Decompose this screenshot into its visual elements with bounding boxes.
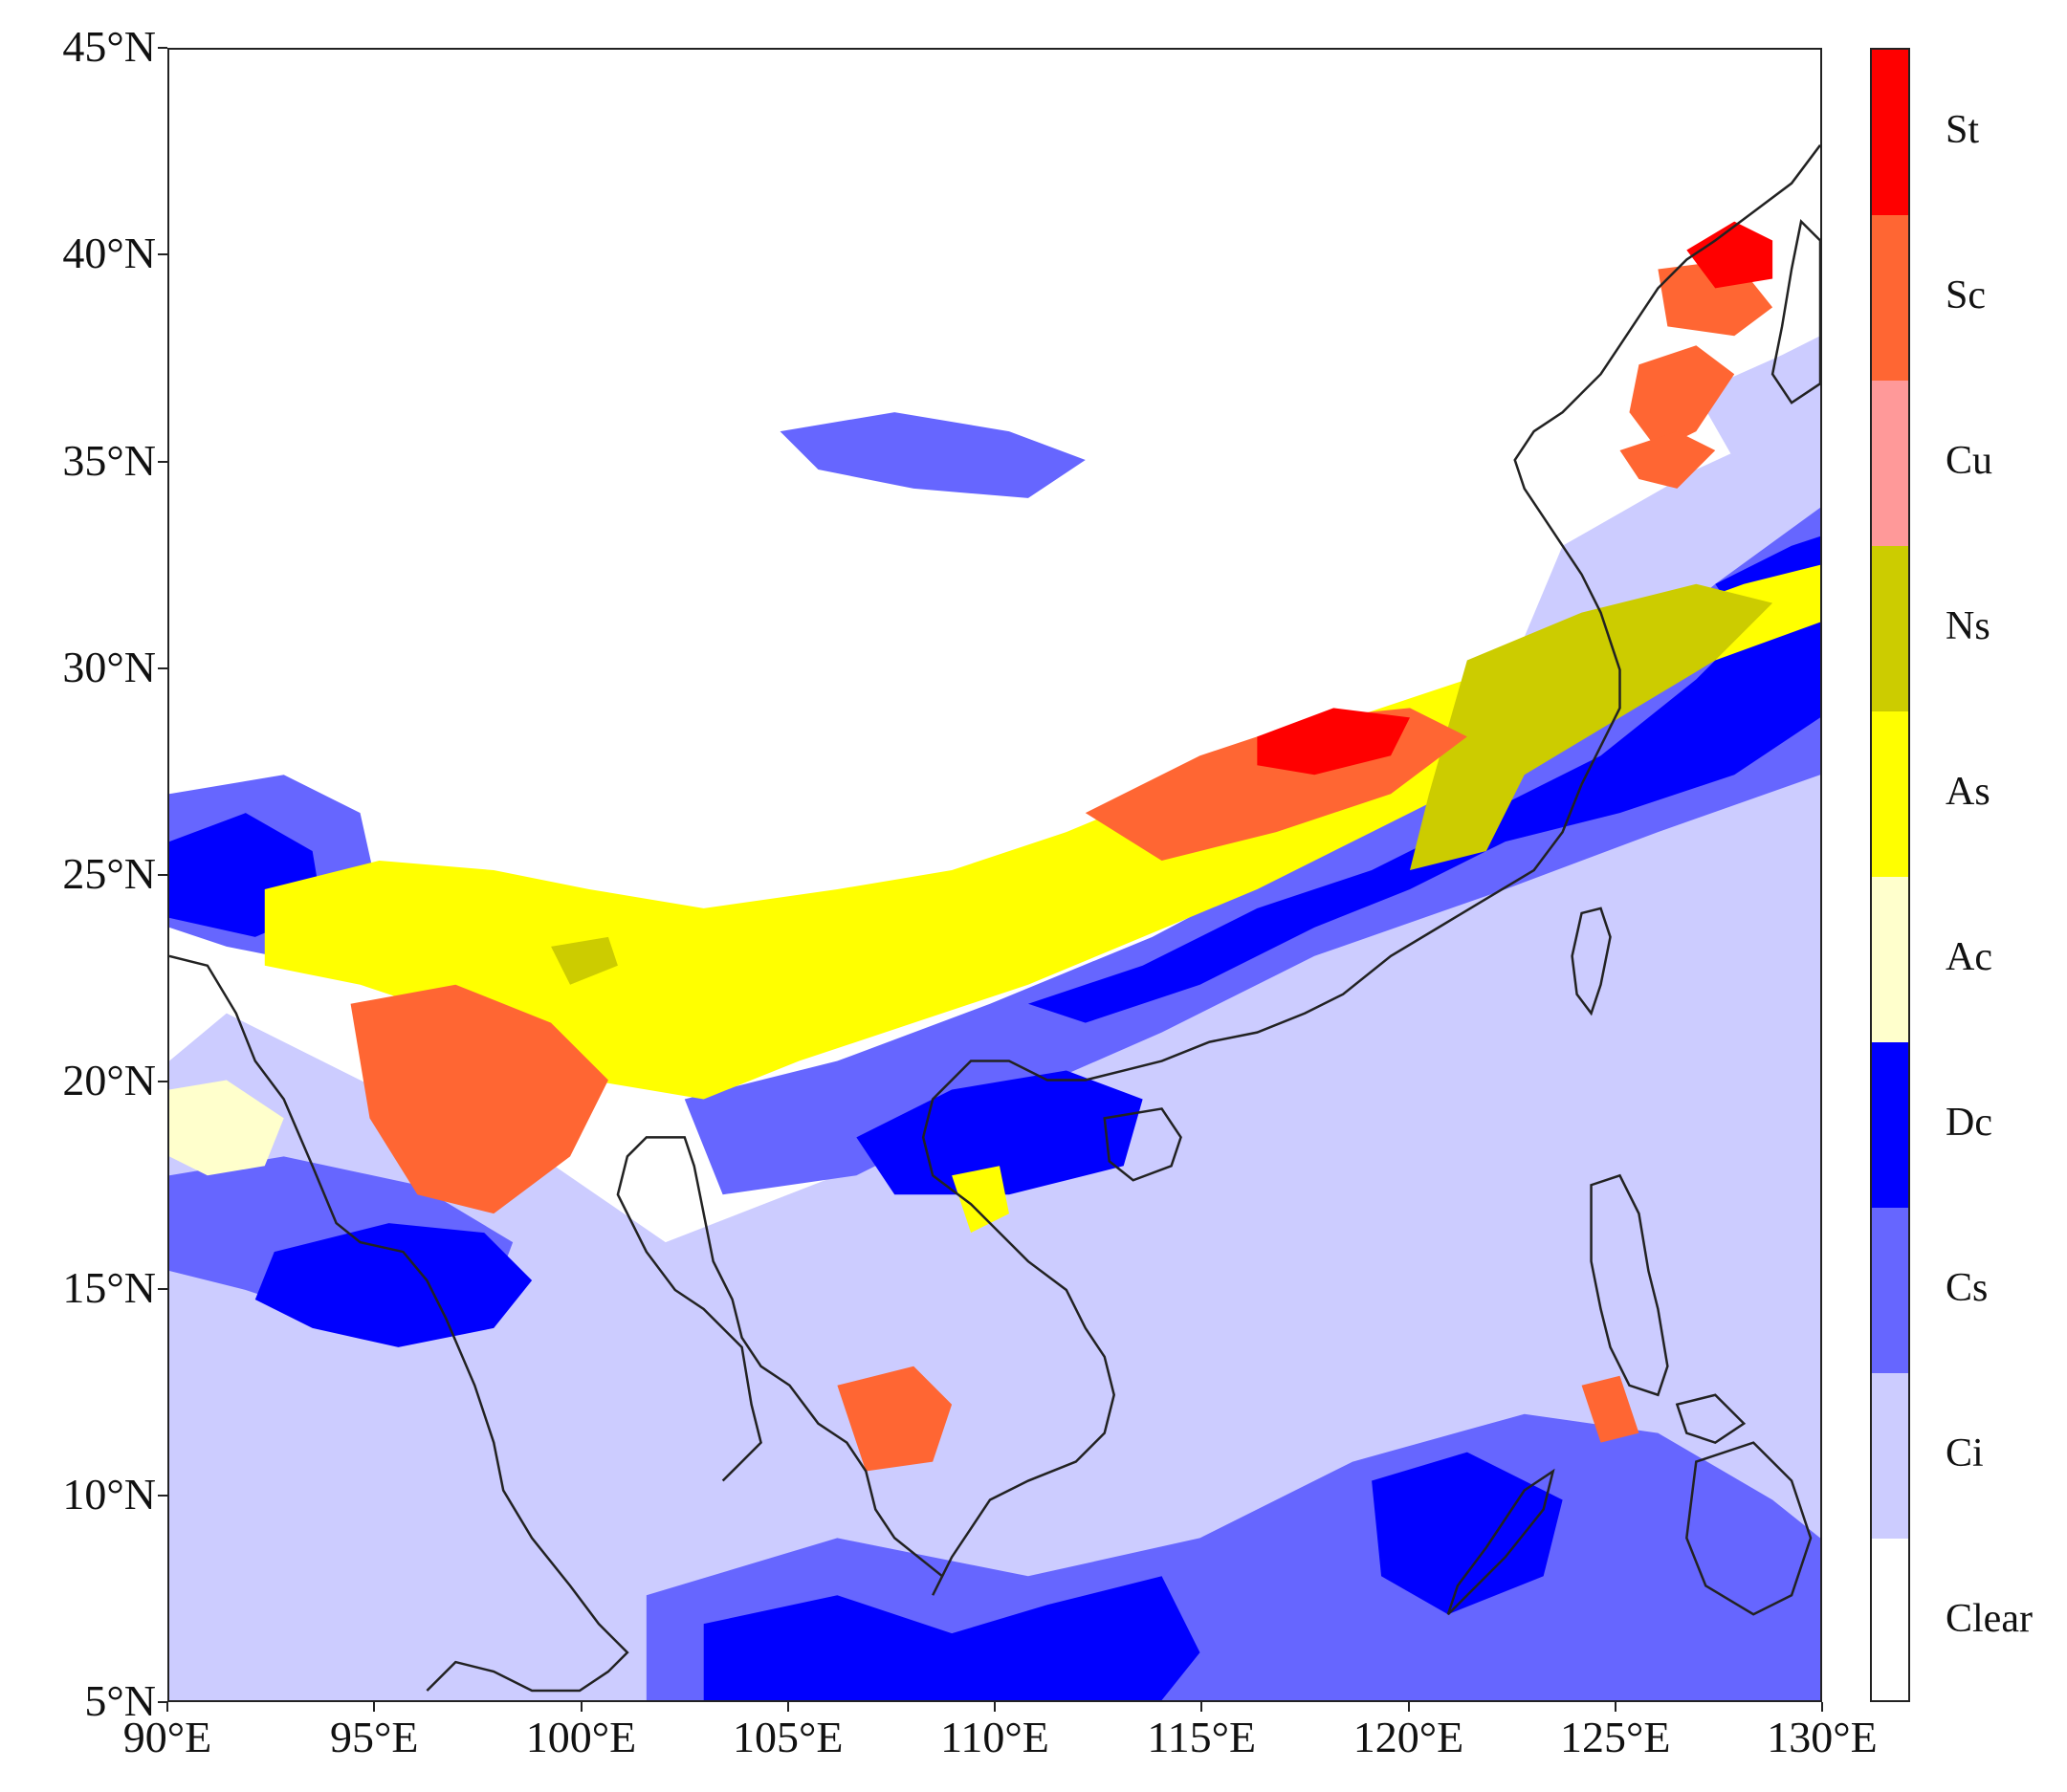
coastline-taiwan — [1571, 907, 1612, 1016]
ns-region-east — [1409, 583, 1773, 871]
legend-swatch-ac — [1872, 877, 1908, 1043]
lon-tick-label: 130°E — [1767, 1713, 1878, 1761]
cloud-type-map — [169, 144, 1820, 1700]
lon-tick-mark — [1821, 1702, 1823, 1712]
ns-region-west — [551, 936, 618, 985]
legend-label-st: St — [1946, 107, 1980, 152]
dc-region-philippines — [1372, 1452, 1563, 1615]
lat-tick-label: 5°N — [84, 1676, 156, 1725]
coastline-mindanao — [1685, 1441, 1813, 1616]
lon-tick-mark — [166, 1702, 168, 1712]
legend-swatch-cu — [1872, 381, 1908, 547]
legend-swatch-sc — [1872, 215, 1908, 382]
legend-swatch-cs — [1872, 1208, 1908, 1374]
lat-tick-mark — [158, 667, 167, 669]
ac-region-myanmar — [169, 1080, 284, 1176]
lat-tick-label: 15°N — [62, 1262, 156, 1312]
legend-label-sc: Sc — [1946, 273, 1986, 317]
lat-tick-mark — [158, 460, 167, 463]
lat-tick-mark — [158, 1081, 167, 1083]
sc-region-cambodia — [837, 1366, 953, 1472]
coastline-palawan — [1446, 1468, 1555, 1616]
coastline-luzon — [1590, 1173, 1669, 1397]
legend-label-clear: Clear — [1946, 1596, 2033, 1641]
dc-region-hainan — [856, 1070, 1143, 1195]
lon-tick-label: 95°E — [330, 1713, 419, 1761]
sc-region-yunnan — [350, 984, 608, 1214]
lon-tick-mark — [786, 1702, 789, 1712]
dc-region-gulf — [254, 1223, 533, 1347]
as-region-vietnam — [952, 1166, 1009, 1234]
lon-tick-label: 90°E — [122, 1713, 212, 1761]
st-region-central — [1257, 708, 1410, 776]
legend-swatch-ns — [1872, 546, 1908, 712]
coastline-asia-mainland — [169, 144, 1820, 1693]
legend-label-as: As — [1946, 769, 1990, 814]
coastlines — [169, 144, 1820, 1693]
legend-swatch-st — [1872, 50, 1908, 216]
legend-label-cs: Cs — [1946, 1265, 1989, 1310]
coastline-hainan — [1103, 1107, 1182, 1182]
lat-tick-label: 10°N — [62, 1469, 156, 1519]
cs-region-band — [684, 507, 1820, 1195]
coastline-korea — [1770, 219, 1820, 404]
dc-region-south — [703, 1576, 1200, 1700]
lon-tick-mark — [994, 1702, 996, 1712]
lon-tick-mark — [1614, 1702, 1616, 1712]
dc-region-band — [1027, 564, 1820, 1023]
lon-tick-mark — [373, 1702, 376, 1712]
lon-tick-label: 105°E — [733, 1713, 844, 1761]
legend-label-cu: Cu — [1946, 438, 1993, 483]
cloud-type-colorbar — [1870, 48, 1910, 1702]
cloud-regions — [169, 221, 1820, 1700]
lon-tick-label: 115°E — [1147, 1713, 1257, 1761]
lon-tick-mark — [1407, 1702, 1410, 1712]
lon-tick-mark — [1200, 1702, 1203, 1712]
lat-tick-mark — [158, 1701, 167, 1703]
legend-swatch-ci — [1872, 1373, 1908, 1540]
map-panel — [167, 48, 1822, 1702]
lat-tick-label: 25°N — [62, 849, 156, 898]
lon-tick-label: 120°E — [1352, 1713, 1464, 1761]
legend-swatch-clear — [1872, 1539, 1908, 1700]
legend-label-ci: Ci — [1946, 1431, 1984, 1475]
lat-tick-mark — [158, 1287, 167, 1290]
legend-label-dc: Dc — [1946, 1100, 1992, 1145]
cs-region-north — [780, 412, 1086, 498]
sc-region-bohai — [1629, 345, 1735, 451]
lat-tick-label: 20°N — [62, 1056, 156, 1105]
lon-tick-label: 100°E — [525, 1713, 637, 1761]
lon-tick-label: 125°E — [1560, 1713, 1671, 1761]
ci-region-northeast — [1696, 336, 1820, 461]
lat-tick-mark — [158, 1494, 167, 1497]
lat-tick-label: 40°N — [62, 229, 156, 278]
legend-label-ns: Ns — [1946, 603, 1990, 648]
lat-tick-mark — [158, 874, 167, 876]
coastline-visayas — [1675, 1393, 1747, 1445]
legend-label-ac: Ac — [1946, 934, 1992, 979]
lat-tick-label: 30°N — [62, 642, 156, 691]
as-region-central — [264, 564, 1820, 1100]
lat-tick-label: 35°N — [62, 435, 156, 485]
lat-tick-mark — [158, 253, 167, 256]
lat-tick-label: 45°N — [62, 22, 156, 71]
sc-region-philippines — [1581, 1375, 1639, 1443]
lon-tick-mark — [580, 1702, 583, 1712]
lon-tick-label: 110°E — [940, 1713, 1049, 1761]
st-region-northeast — [1686, 221, 1773, 289]
legend-swatch-as — [1872, 711, 1908, 878]
legend-swatch-dc — [1872, 1042, 1908, 1209]
lat-tick-mark — [158, 47, 167, 49]
